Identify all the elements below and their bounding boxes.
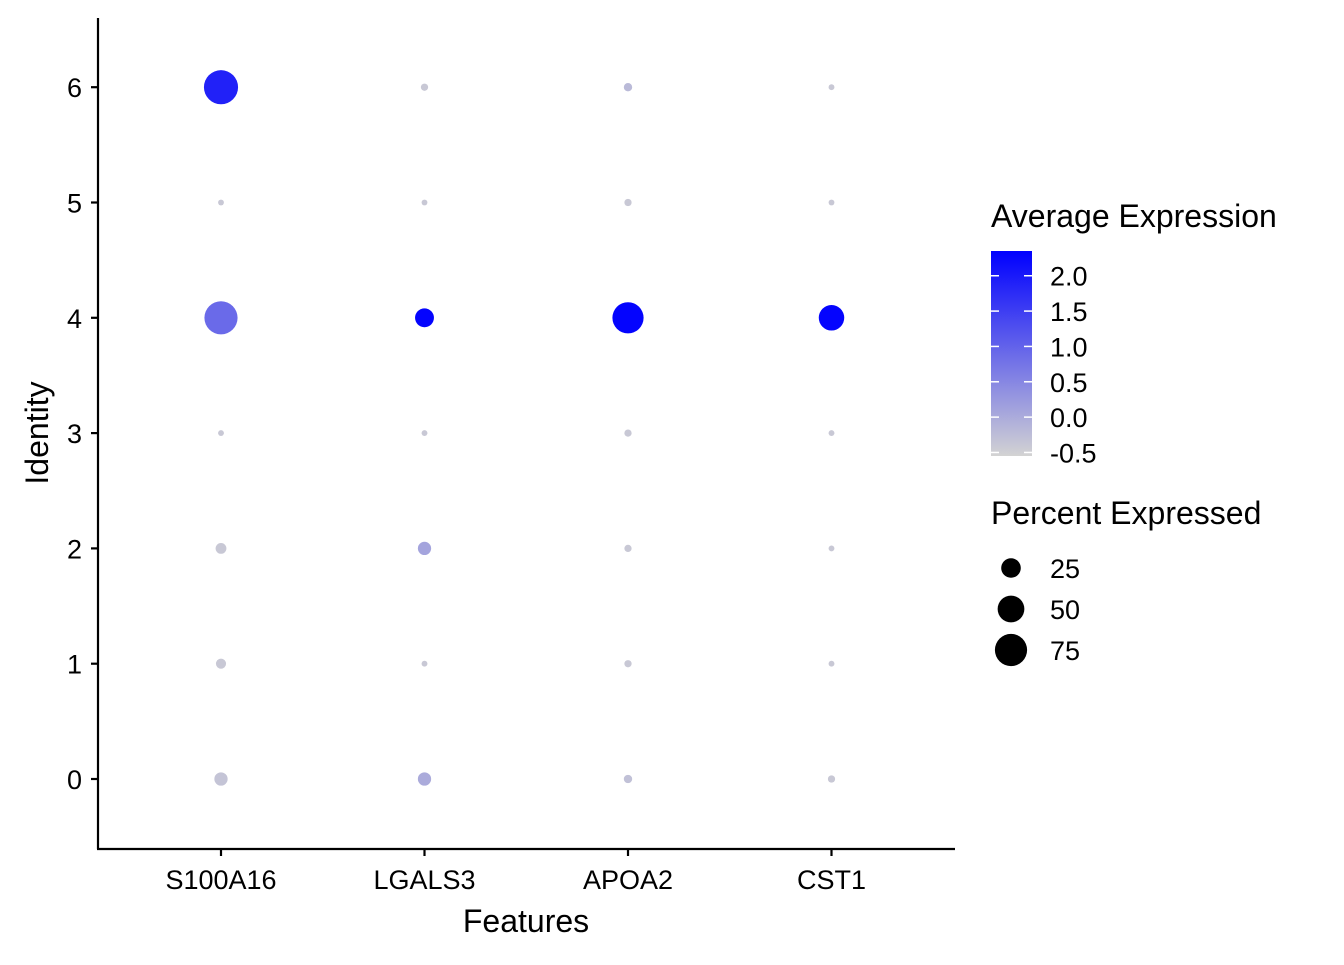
dot-s100a16-identity-0: [214, 772, 228, 786]
size-legend-dot: [1001, 558, 1021, 578]
dot-lgals3-identity-2: [417, 541, 432, 556]
dot-lgals3-identity-1: [421, 660, 428, 667]
size-legend: Percent Expressed 25 50 75: [991, 495, 1261, 667]
dot-s100a16-identity-6: [203, 70, 239, 105]
dot-lgals3-identity-5: [421, 199, 428, 206]
dot-apoa2-identity-0: [623, 774, 633, 784]
y-tick-label: 2: [67, 534, 82, 564]
y-axis-ticks: 0 1 2 3 4 5 6: [67, 73, 98, 795]
dot-cst1-identity-3: [828, 430, 835, 437]
y-tick-label: 3: [67, 419, 82, 449]
dot-lgals3-identity-6: [420, 83, 429, 91]
dot-s100a16-identity-5: [218, 199, 224, 206]
y-axis-title: Identity: [19, 381, 55, 484]
size-legend-label: 50: [1050, 595, 1080, 625]
x-tick-label: LGALS3: [373, 865, 475, 895]
color-legend-label: 2.0: [1050, 262, 1088, 292]
size-legend-dot: [994, 633, 1028, 667]
plot-area: [203, 70, 845, 786]
color-bar: [991, 251, 1032, 456]
x-tick-label: S100A16: [165, 865, 276, 895]
y-tick-label: 5: [67, 189, 82, 219]
dot-apoa2-identity-5: [624, 198, 632, 207]
color-legend: Average Expression 2.0 1.5 1.0 0.5 0.0 -0.5: [991, 198, 1277, 468]
color-legend-label: -0.5: [1050, 438, 1097, 468]
size-legend-label: 75: [1050, 636, 1080, 666]
dot-s100a16-identity-2: [215, 542, 227, 554]
color-legend-title: Average Expression: [991, 198, 1277, 234]
x-tick-label: APOA2: [583, 865, 673, 895]
dot-s100a16-identity-4: [204, 301, 238, 335]
y-tick-label: 6: [67, 73, 82, 103]
size-legend-items: 25 50 75: [994, 554, 1080, 667]
dot-cst1-identity-6: [828, 84, 835, 91]
color-legend-label: 1.0: [1050, 332, 1088, 362]
y-tick-label: 1: [67, 650, 82, 680]
dot-cst1-identity-5: [828, 199, 835, 206]
y-tick-label: 4: [67, 304, 82, 334]
dot-lgals3-identity-0: [417, 772, 432, 786]
dot-s100a16-identity-1: [215, 658, 227, 669]
dot-lgals3-identity-4: [415, 308, 434, 328]
x-axis-ticks: S100A16 LGALS3 APOA2 CST1: [165, 849, 866, 895]
dot-apoa2-identity-2: [624, 544, 632, 553]
dot-cst1-identity-2: [828, 545, 835, 552]
y-tick-label: 0: [67, 765, 82, 795]
x-tick-label: CST1: [797, 865, 866, 895]
color-legend-label: 0.0: [1050, 403, 1088, 433]
color-legend-label: 1.5: [1050, 297, 1088, 327]
size-legend-label: 25: [1050, 554, 1080, 584]
dot-cst1-identity-0: [827, 775, 836, 783]
x-axis-title: Features: [463, 903, 589, 939]
dot-s100a16-identity-3: [218, 430, 224, 437]
dot-apoa2-identity-1: [624, 660, 632, 668]
size-legend-title: Percent Expressed: [991, 495, 1261, 531]
dot-apoa2-identity-4: [612, 302, 644, 334]
dot-apoa2-identity-3: [624, 429, 632, 437]
color-legend-ticks: 2.0 1.5 1.0 0.5 0.0 -0.5: [991, 262, 1097, 468]
dot-apoa2-identity-6: [623, 83, 633, 92]
dot-cst1-identity-1: [828, 660, 835, 667]
color-legend-label: 0.5: [1050, 368, 1088, 398]
size-legend-dot: [997, 595, 1025, 623]
dot-lgals3-identity-3: [421, 430, 428, 437]
dot-cst1-identity-4: [818, 305, 845, 331]
